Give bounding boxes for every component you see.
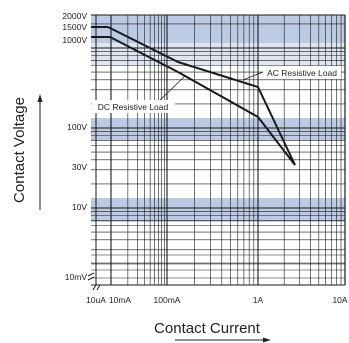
y-axis-arrowhead — [37, 94, 43, 102]
band-2 — [91, 118, 345, 140]
series-label-leader — [159, 75, 186, 101]
series-labels: AC Resistive Load DC Resistive Load — [92, 66, 341, 113]
y-axis-break — [87, 272, 95, 281]
series-label: AC Resistive Load — [267, 68, 337, 78]
y-tick-label: 1500V — [62, 22, 87, 32]
band-0 — [91, 15, 345, 43]
x-tick-label: 10A — [332, 295, 347, 305]
x-tick-label: 1A — [253, 295, 264, 305]
x-axis-break — [92, 284, 101, 291]
series-label-box — [263, 66, 341, 79]
series-label: DC Resistive Load — [98, 102, 169, 112]
series-label-box — [92, 100, 175, 113]
series-lines — [91, 26, 296, 166]
y-tick-label: 1000V — [62, 35, 87, 45]
series-line-dc — [91, 36, 296, 166]
x-tick-label: 10mA — [109, 295, 132, 305]
band-3 — [91, 198, 345, 222]
y-tick-label: 10V — [72, 202, 87, 212]
y-tick-label: 2000V — [62, 11, 87, 21]
x-tick-label: 10uA — [86, 295, 106, 305]
y-axis-title: Contact Voltage — [11, 97, 28, 203]
y-tick-label: 30V — [72, 162, 87, 172]
y-tick-label: 10mV — [65, 272, 88, 282]
x-axis-arrowhead — [263, 337, 271, 343]
x-axis-title: Contact Current — [154, 320, 261, 337]
series-line-ac — [107, 26, 296, 166]
x-tick-label: 100mA — [154, 295, 181, 305]
y-tick-label: 100V — [67, 122, 87, 132]
series-label-leader — [242, 71, 264, 81]
